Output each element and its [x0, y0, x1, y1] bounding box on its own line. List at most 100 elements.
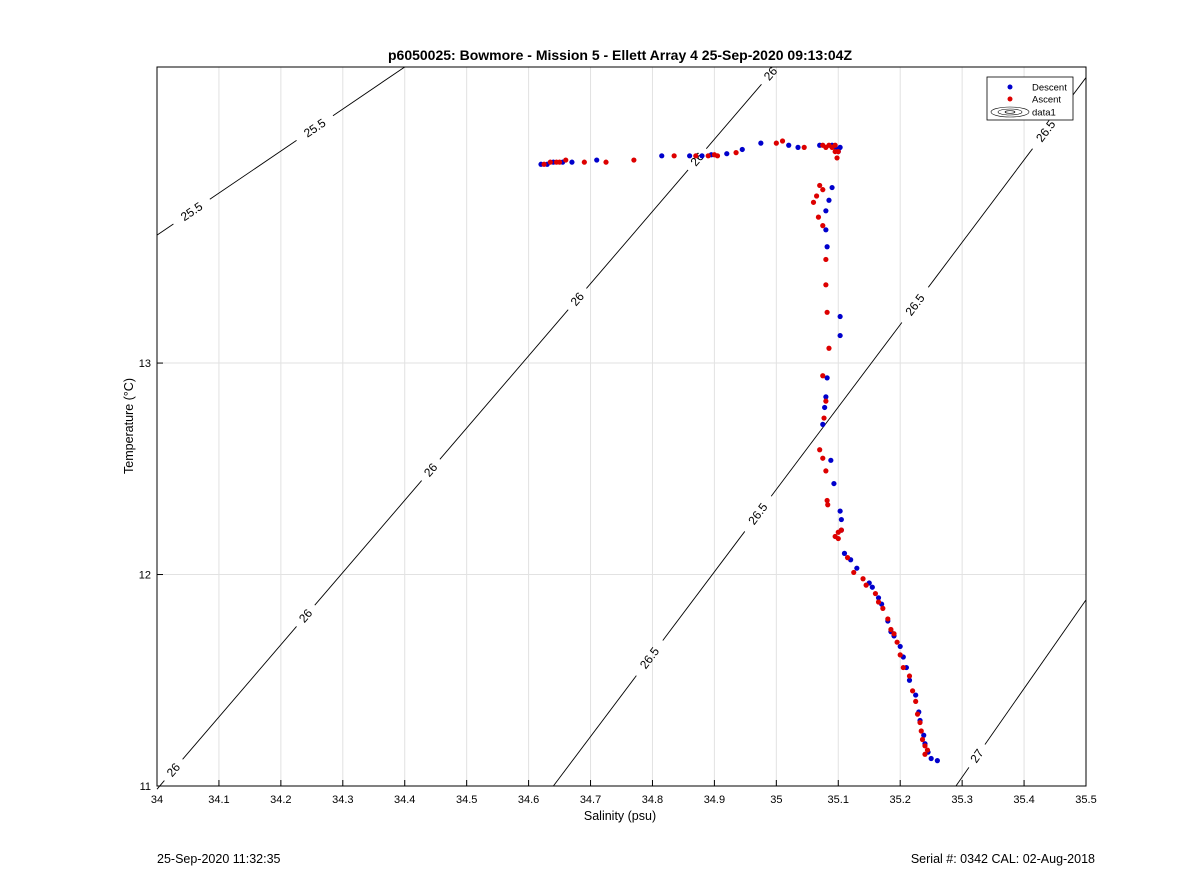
legend-contour-icon: [990, 106, 1030, 118]
ascent-point: [824, 497, 830, 504]
ascent-point: [919, 736, 926, 743]
ascent-point: [541, 161, 547, 167]
isopycnal-label: 26: [688, 149, 708, 168]
isopycnal-line: [553, 675, 637, 787]
isopycnal-line: [705, 84, 762, 149]
x-tick-label: 34.9: [704, 794, 725, 806]
ascent-point: [563, 157, 569, 163]
ascent-point: [863, 582, 869, 588]
descent-point: [854, 565, 860, 571]
descent-point: [828, 457, 834, 463]
ascent-point: [838, 527, 844, 533]
ascent-point: [693, 153, 699, 159]
ascent-point: [888, 626, 894, 633]
descent-point: [824, 244, 830, 250]
ascent-point: [820, 373, 826, 379]
ascent-point: [913, 698, 919, 705]
descent-point: [826, 197, 832, 203]
isopycnal-label: 27: [967, 746, 986, 765]
descent-point: [837, 508, 843, 514]
ascent-point: [671, 153, 677, 159]
x-tick-label: 34.7: [580, 794, 601, 806]
isopycnal-line: [314, 480, 422, 606]
isopycnal-label: 26: [421, 460, 441, 479]
ascent-point: [815, 214, 822, 220]
descent-point: [838, 516, 844, 523]
descent-point: [869, 584, 875, 590]
isopycnal-line: [156, 780, 165, 790]
descent-point: [795, 144, 801, 150]
ascent-point: [820, 223, 826, 229]
x-tick-label: 34.3: [332, 794, 353, 806]
ascent-point: [906, 673, 913, 679]
footer-serial-cal: Serial #: 0342 CAL: 02-Aug-2018: [910, 852, 1095, 866]
ascent-point: [917, 719, 923, 726]
legend-descent-label: Descent: [1032, 83, 1067, 94]
isopycnal-label: 26: [296, 606, 316, 625]
x-tick-label: 35.3: [951, 794, 972, 806]
descent-point: [739, 146, 745, 153]
descent-point: [829, 184, 835, 191]
ascent-point: [897, 652, 903, 658]
x-tick-label: 35.1: [828, 794, 849, 806]
descent-point: [921, 732, 927, 738]
legend-descent-marker: [1007, 84, 1013, 90]
axis-ticks: 34 34.1 34.2 34.3 34.4 34.5 34.6 34.7 34.8 34.9 35…: [139, 358, 1097, 806]
x-tick-label: 34.1: [208, 794, 229, 806]
isopycnal-line: [182, 626, 297, 760]
ascent-point: [894, 639, 900, 645]
x-tick-label: 34.2: [270, 794, 291, 806]
descent-point: [699, 153, 705, 159]
ascent-point: [547, 159, 553, 165]
x-tick-label: 34.6: [518, 794, 539, 806]
ascent-point: [872, 590, 879, 597]
isopycnal-label: 26: [164, 760, 184, 779]
footer-timestamp: 25-Sep-2020 11:32:35: [157, 852, 281, 866]
ascent-point: [581, 159, 587, 165]
ascent-point: [922, 751, 928, 757]
x-tick-label: 35.2: [889, 794, 910, 806]
descent-point: [928, 755, 934, 762]
ascent-point: [825, 502, 831, 508]
descent-point: [724, 151, 730, 157]
chart-title: p6050025: Bowmore - Mission 5 - Ellett A…: [388, 47, 852, 63]
descent-point: [841, 550, 848, 556]
isopycnal-line: [586, 169, 689, 289]
y-axis-label: Temperature (°C): [122, 378, 136, 474]
isopycnal-line: [770, 322, 903, 497]
isopycnal-line: [156, 223, 174, 236]
ascent-point: [603, 159, 609, 165]
ascent-point: [891, 631, 897, 637]
ascent-point: [773, 140, 779, 146]
ascent-point: [832, 148, 838, 155]
isopycnal-label: 26.5: [745, 500, 770, 527]
isopycnal-label: 26: [568, 289, 588, 308]
descent-point: [837, 313, 843, 320]
ascent-point: [834, 155, 840, 161]
plot-axes-box: [156, 66, 1087, 787]
ascent-point: [817, 447, 823, 453]
descent-point: [822, 404, 828, 411]
ascent-point: [821, 415, 827, 421]
descent-point: [823, 227, 829, 233]
ascent-point: [823, 468, 829, 474]
ascent-point: [851, 569, 857, 576]
ascent-point: [918, 728, 924, 734]
x-tick-label: 35: [770, 794, 782, 806]
legend-ascent-marker: [1007, 96, 1013, 102]
descent-point: [823, 394, 829, 400]
ascent-point: [779, 138, 786, 144]
ascent-point: [844, 555, 851, 561]
descent-point: [824, 375, 830, 381]
isopycnal-line: [984, 599, 1087, 745]
isopycnal-label: 25.5: [301, 116, 328, 141]
ascent-point: [880, 605, 886, 611]
descent-point: [906, 677, 913, 683]
data-points: [538, 138, 940, 764]
ascent-point: [714, 153, 721, 159]
ascent-point: [826, 345, 832, 351]
chart-legend: Descent Ascent data1: [986, 76, 1074, 121]
isopycnal-line: [332, 66, 405, 117]
